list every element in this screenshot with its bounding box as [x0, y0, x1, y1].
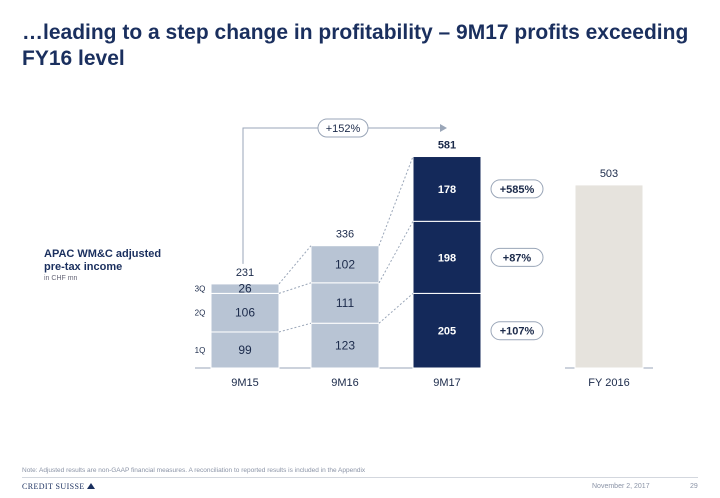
growth-label: +87% — [503, 252, 532, 264]
dashed-connector — [378, 221, 414, 284]
bar-segment — [210, 292, 280, 333]
x-tick-label: 9M15 — [231, 377, 259, 389]
quarter-label: 3Q — [195, 285, 206, 294]
chart-label: APAC WM&C adjusted pre-tax income in CHF… — [44, 248, 164, 282]
growth-badge — [490, 247, 544, 267]
bar-total-label: 503 — [600, 168, 618, 180]
credit-suisse-logo: CREDIT SUISSE — [22, 482, 95, 491]
bar-segment — [574, 184, 644, 369]
growth-label: +585% — [500, 184, 535, 196]
bar-segment — [310, 322, 380, 369]
bar-value-label: 111 — [336, 296, 355, 310]
bar-value-label: 106 — [235, 306, 255, 320]
overall-growth-badge — [317, 118, 369, 138]
growth-badge — [490, 321, 544, 341]
bar-value-label: 198 — [438, 252, 456, 264]
bar-segment — [412, 220, 482, 294]
sail-icon — [86, 483, 95, 489]
bar-value-label: 99 — [238, 343, 252, 357]
x-tick-label: 9M16 — [331, 377, 359, 389]
bar-value-label: 178 — [438, 184, 456, 196]
footer-divider — [22, 477, 698, 478]
dashed-connector — [278, 322, 312, 333]
stacked-bar-chart: 99 106 26 231 9M15 123 111 102 336 9M16 205 198 178 5… — [195, 118, 653, 389]
x-tick-label: 9M17 — [433, 377, 461, 389]
bar-segment — [210, 283, 280, 294]
bar-segment — [310, 282, 380, 324]
bar-total-label: 231 — [236, 267, 254, 279]
bar-segment — [310, 245, 380, 284]
bar-segment — [210, 331, 280, 369]
bar-total-label: 336 — [336, 229, 354, 241]
footnote: Note: Adjusted results are non-GAAP fina… — [22, 467, 366, 474]
page-number: 29 — [690, 483, 698, 490]
chart-label-unit: in CHF mn — [44, 275, 78, 282]
bar-value-label: 102 — [335, 257, 355, 271]
quarter-label: 2Q — [195, 309, 206, 318]
bar-total-label: 581 — [438, 140, 456, 152]
page-title: …leading to a step change in profitabili… — [22, 21, 689, 70]
overall-growth-label: +152% — [326, 123, 361, 135]
growth-label: +107% — [500, 326, 535, 338]
dashed-connector — [378, 293, 414, 324]
x-tick-label: FY 2016 — [588, 377, 629, 389]
bar-segment — [412, 156, 482, 222]
growth-arrow-line — [242, 127, 440, 264]
dashed-connector — [378, 156, 414, 246]
dashed-connector — [278, 245, 312, 285]
dashed-connector — [278, 282, 312, 294]
arrow-head-icon — [440, 124, 447, 132]
bar-value-label: 26 — [238, 282, 252, 296]
footer-date: November 2, 2017 — [592, 483, 650, 490]
bar-value-label: 123 — [335, 339, 355, 353]
bar-segment — [412, 292, 482, 369]
quarter-label: 1Q — [195, 346, 206, 355]
growth-badge — [490, 179, 544, 199]
chart-label-title: APAC WM&C adjusted pre-tax income — [44, 248, 162, 273]
bar-value-label: 205 — [438, 326, 456, 338]
